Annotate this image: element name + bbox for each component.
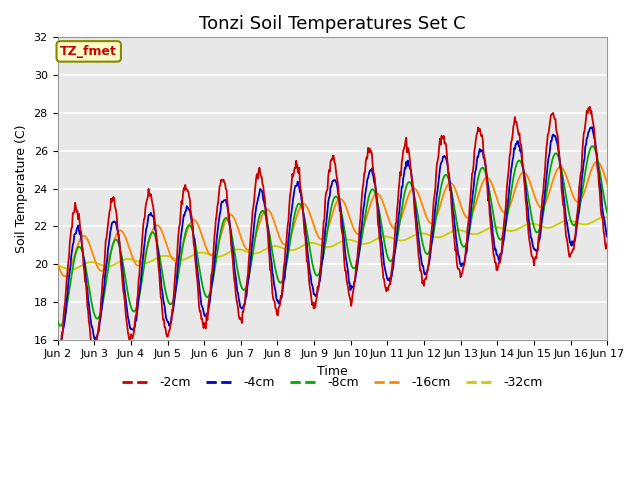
Text: TZ_fmet: TZ_fmet [60, 45, 117, 58]
Legend: -2cm, -4cm, -8cm, -16cm, -32cm: -2cm, -4cm, -8cm, -16cm, -32cm [117, 371, 548, 394]
Y-axis label: Soil Temperature (C): Soil Temperature (C) [15, 124, 28, 253]
Title: Tonzi Soil Temperatures Set C: Tonzi Soil Temperatures Set C [199, 15, 466, 33]
X-axis label: Time: Time [317, 365, 348, 378]
